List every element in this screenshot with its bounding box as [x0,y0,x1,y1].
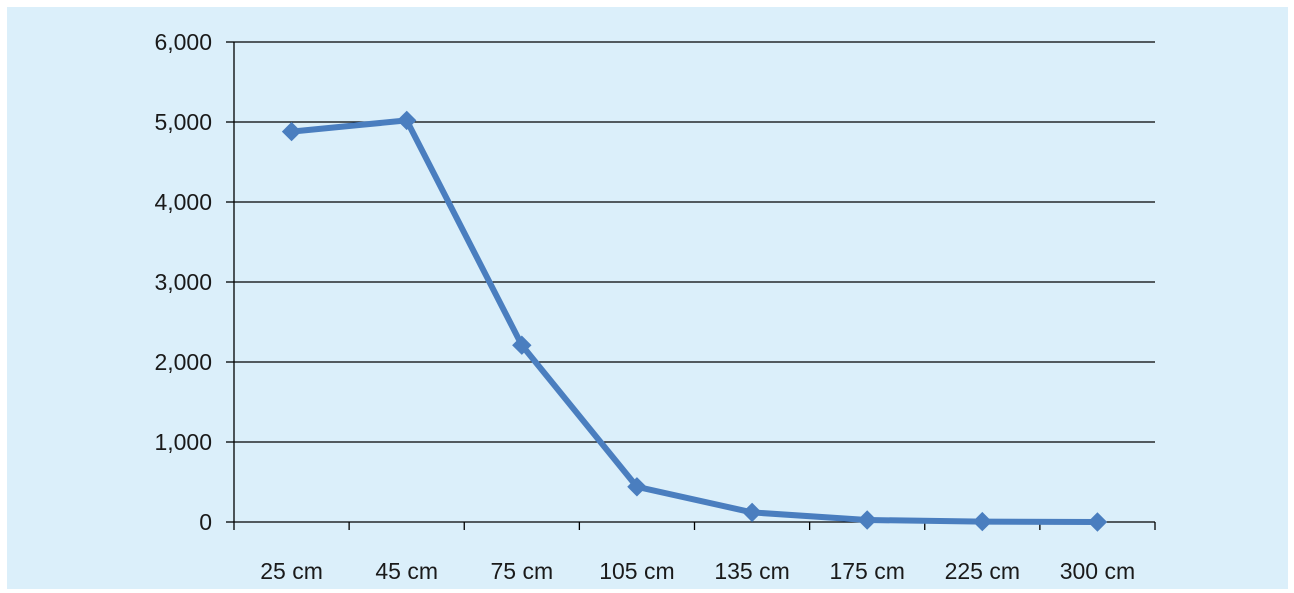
x-tick-label: 25 cm [260,558,323,584]
data-point-marker [972,511,993,532]
data-point-marker [1087,512,1108,532]
y-tick-label: 1,000 [154,429,212,455]
x-tick-label: 75 cm [490,558,553,584]
data-point-marker [512,335,532,355]
x-tick-label: 135 cm [714,558,789,584]
y-tick-label: 6,000 [154,29,212,55]
y-tick-label: 4,000 [154,189,212,215]
series [281,110,1108,532]
x-tick-labels: 25 cm 45 cm 75 cm 105 cm 135 cm 175 cm 225 cm 3… [260,558,1135,584]
y-tick-labels: 0 1,000 2,000 3,000 4,000 5,000 6,000 [154,29,212,535]
y-tick-label: 5,000 [154,109,212,135]
y-tick-label: 2,000 [154,349,212,375]
data-point-marker [281,121,302,142]
y-tick-label: 0 [199,509,212,535]
data-point-marker [742,502,762,523]
data-point-marker [627,477,647,497]
gridlines [234,41,1155,443]
x-tick-label: 300 cm [1060,558,1135,584]
data-point-marker [857,510,877,530]
series-line [288,117,1101,525]
y-tick-label: 3,000 [154,269,212,295]
x-tick-label: 105 cm [599,558,674,584]
axes [226,41,1156,530]
x-tick-label: 45 cm [375,558,438,584]
x-tick-label: 175 cm [829,558,904,584]
x-tick-label: 225 cm [945,558,1020,584]
data-point-marker [396,110,417,131]
